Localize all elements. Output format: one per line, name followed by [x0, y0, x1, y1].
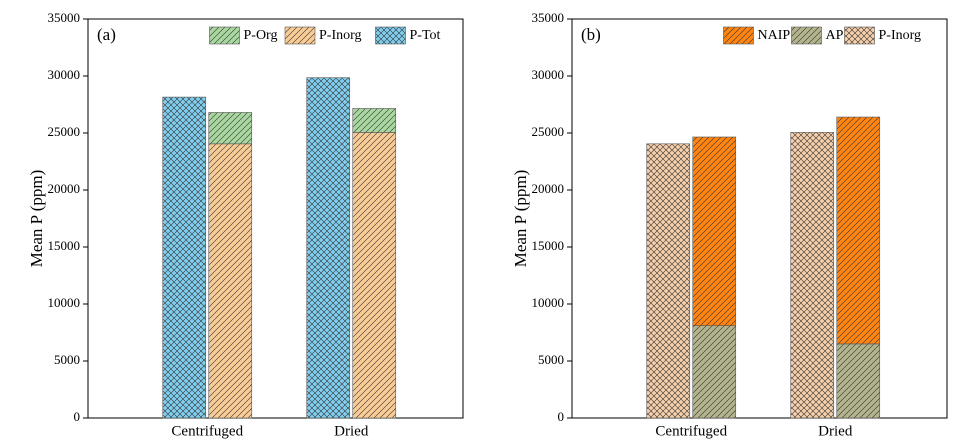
y-axis-label: Mean P (ppm) [27, 170, 46, 268]
bar [692, 325, 737, 419]
legend-label: NAIP [758, 28, 791, 43]
bar [790, 132, 835, 419]
legend-label: P-Tot [410, 28, 441, 43]
bar [646, 143, 691, 419]
bar [836, 116, 881, 345]
bar [352, 132, 397, 419]
y-tick-label: 20000 [48, 181, 81, 196]
bar [162, 96, 207, 419]
legend-label: AP [826, 28, 844, 43]
y-tick-label: 15000 [48, 238, 81, 253]
y-tick-label: 25000 [532, 124, 565, 139]
y-tick-label: 20000 [532, 181, 565, 196]
y-tick-label: 35000 [532, 10, 565, 25]
y-tick-label: 10000 [532, 295, 565, 310]
bar [208, 143, 253, 419]
legend: P-Org P-Inorg P-Tot [209, 26, 441, 45]
x-tick-label: Centrifuged [655, 423, 727, 439]
legend-swatch [284, 26, 316, 45]
y-tick-label: 30000 [48, 67, 81, 82]
y-tick-label: 5000 [54, 352, 80, 367]
y-tick-label: 25000 [48, 124, 81, 139]
legend-swatch [723, 26, 754, 45]
x-tick-label: Dried [818, 423, 853, 439]
y-tick-label: 35000 [48, 10, 81, 25]
y-tick-label: 15000 [532, 238, 565, 253]
legend-swatch [791, 26, 822, 45]
plot-frame [571, 18, 948, 419]
y-tick-label: 30000 [532, 67, 565, 82]
legend-swatch [844, 26, 875, 45]
panel-label: (b) [581, 25, 601, 44]
legend-swatch [375, 26, 406, 45]
legend-swatch [209, 26, 240, 45]
y-tick-label: 0 [74, 409, 81, 424]
bar [836, 343, 881, 419]
y-axis-label: Mean P (ppm) [511, 170, 530, 268]
panel-label: (a) [97, 25, 116, 44]
x-tick-label: Dried [334, 423, 369, 439]
bar [352, 108, 397, 133]
legend-label: P-Inorg [879, 28, 922, 43]
legend-label: P-Org [244, 28, 278, 43]
y-tick-label: 0 [558, 409, 565, 424]
legend: NAIP AP P-Inorg [723, 26, 922, 45]
y-tick-label: 10000 [48, 295, 81, 310]
x-tick-label: Centrifuged [171, 423, 243, 439]
y-tick-label: 5000 [538, 352, 564, 367]
bar [208, 112, 253, 145]
bar [692, 136, 737, 326]
legend-label: P-Inorg [319, 28, 362, 43]
plot-frame [87, 18, 464, 419]
bar [306, 77, 351, 419]
